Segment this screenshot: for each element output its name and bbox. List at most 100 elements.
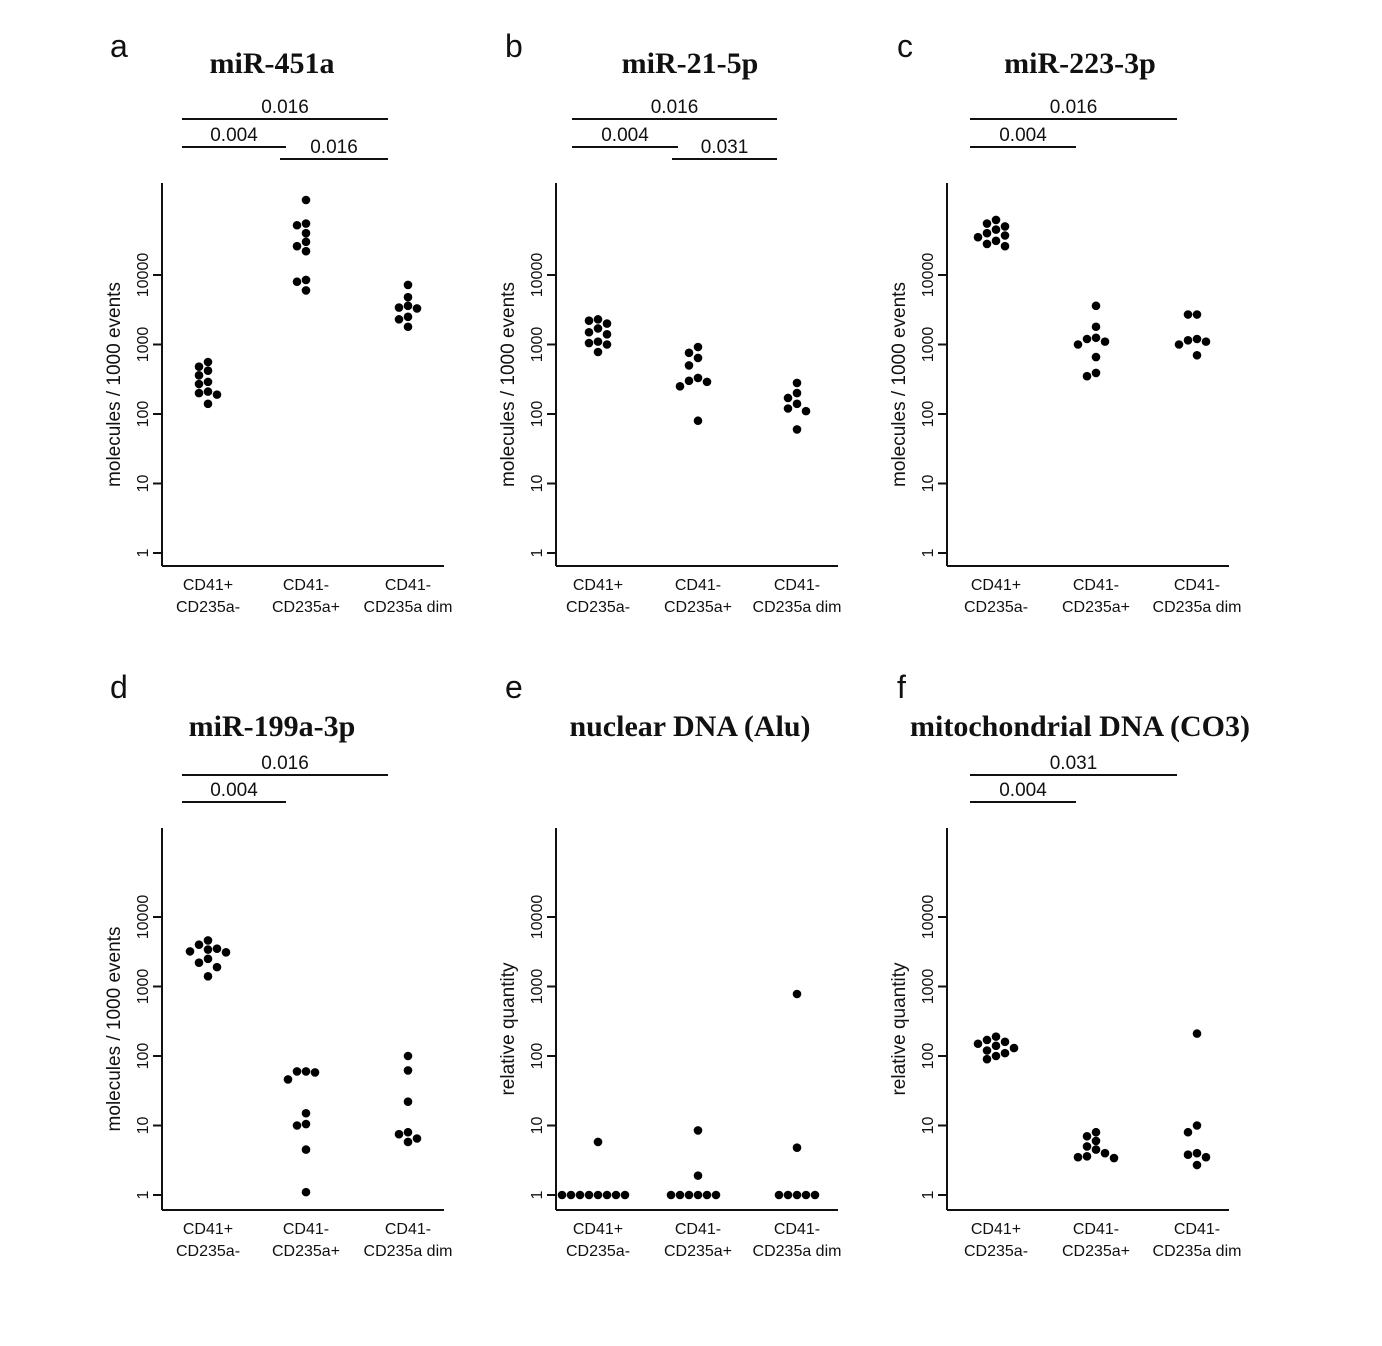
data-point [593, 1137, 603, 1147]
p-value-label: 0.016 [310, 137, 358, 158]
data-point [1183, 1150, 1193, 1160]
data-point [194, 379, 204, 389]
data-point [693, 416, 703, 426]
data-point [1192, 1160, 1202, 1170]
data-point [1091, 322, 1101, 332]
y-tick-label: 10000 [135, 895, 152, 940]
data-point [593, 324, 603, 333]
data-point [403, 1127, 413, 1137]
panel-d: d miR-199a-3p 1 10 100 1000 10000 molecules / 1… [104, 669, 452, 1260]
data-point [185, 947, 195, 956]
data-point [557, 1190, 567, 1200]
y-tick-label: 1000 [135, 969, 152, 1005]
data-point [1192, 334, 1202, 344]
y-axis-label: relative quantity [498, 962, 519, 1096]
data-point [684, 348, 694, 358]
data-point [666, 1190, 676, 1200]
data-point [403, 1137, 413, 1147]
data-point [403, 312, 413, 322]
data-point [292, 1067, 302, 1076]
data-point [301, 1119, 311, 1129]
x-tick-label: CD235a dim [753, 599, 842, 616]
x-tick-label: CD41+ [971, 1221, 1021, 1238]
panel-letter: a [110, 28, 128, 64]
x-tick-label: CD235a+ [1062, 599, 1130, 616]
y-tick-label: 1000 [920, 969, 937, 1005]
data-point [301, 246, 311, 256]
y-tick-label: 100 [529, 401, 546, 428]
panel-title: mitochondrial DNA (CO3) [910, 710, 1250, 743]
data-point [301, 219, 311, 228]
data-point [1192, 1029, 1202, 1038]
y-tick-label: 100 [920, 1043, 937, 1070]
data-point [412, 1134, 422, 1143]
data-point [593, 347, 603, 357]
data-point [693, 1171, 703, 1180]
data-point [310, 1068, 320, 1077]
data-point [212, 944, 222, 953]
y-axis-label: molecules / 1000 events [104, 927, 125, 1132]
data-point [403, 1051, 413, 1061]
data-point [301, 195, 311, 205]
y-tick-label: 1000 [135, 327, 152, 363]
y-tick-label: 1 [135, 548, 152, 557]
x-tick-label: CD41- [774, 1221, 820, 1238]
data-point [403, 301, 413, 311]
data-point [1091, 333, 1101, 343]
data-point [991, 1051, 1001, 1061]
data-point [566, 1190, 576, 1200]
p-value-label: 0.004 [210, 125, 258, 146]
panel-letter: c [897, 28, 913, 64]
x-tick-label: CD235a- [176, 1243, 240, 1260]
data-point [1183, 335, 1193, 345]
data-point [982, 1035, 992, 1045]
data-point [792, 425, 802, 434]
x-tick-label: CD235a dim [1153, 1243, 1242, 1260]
data-point [1000, 222, 1010, 231]
y-axis-label: molecules / 1000 events [889, 282, 910, 487]
y-tick-label: 10000 [529, 253, 546, 298]
y-tick-label: 1 [135, 1190, 152, 1199]
y-tick-label: 1 [529, 548, 546, 557]
data-point [702, 377, 712, 387]
data-point [702, 1190, 712, 1200]
data-point [194, 388, 204, 398]
p-value-label: 0.016 [651, 97, 699, 118]
data-point [693, 353, 703, 363]
y-axis-label: relative quantity [889, 962, 910, 1096]
x-tick-label: CD41- [283, 577, 329, 594]
p-value-label: 0.016 [261, 97, 309, 118]
data-point [991, 236, 1001, 246]
data-point [810, 1190, 820, 1200]
y-tick-label: 10000 [920, 895, 937, 940]
data-point [403, 1066, 413, 1075]
data-point [1009, 1043, 1019, 1053]
y-tick-label: 1000 [529, 327, 546, 363]
data-point [394, 1129, 404, 1139]
data-point [991, 1041, 1001, 1051]
data-point [394, 315, 404, 324]
y-axis-label: molecules / 1000 events [104, 282, 125, 487]
x-tick-label: CD41+ [183, 577, 233, 594]
x-tick-label: CD41- [1174, 1221, 1220, 1238]
data-point [1082, 1142, 1092, 1151]
x-tick-label: CD41- [1073, 1221, 1119, 1238]
y-axis-label: molecules / 1000 events [498, 282, 519, 487]
y-tick-label: 100 [135, 401, 152, 428]
panel-letter: b [505, 28, 523, 64]
data-point [575, 1190, 585, 1200]
data-point [982, 228, 992, 238]
data-point [991, 225, 1001, 234]
panel-title: miR-223-3p [1004, 47, 1156, 80]
y-tick-label: 10 [135, 475, 152, 493]
p-value-label: 0.031 [1050, 753, 1098, 774]
data-point [403, 1097, 413, 1107]
data-point [684, 1190, 694, 1200]
data-point [1073, 1152, 1083, 1162]
data-point [593, 315, 603, 324]
y-tick-label: 10 [135, 1117, 152, 1135]
data-point [292, 220, 302, 230]
data-point [301, 1145, 311, 1154]
